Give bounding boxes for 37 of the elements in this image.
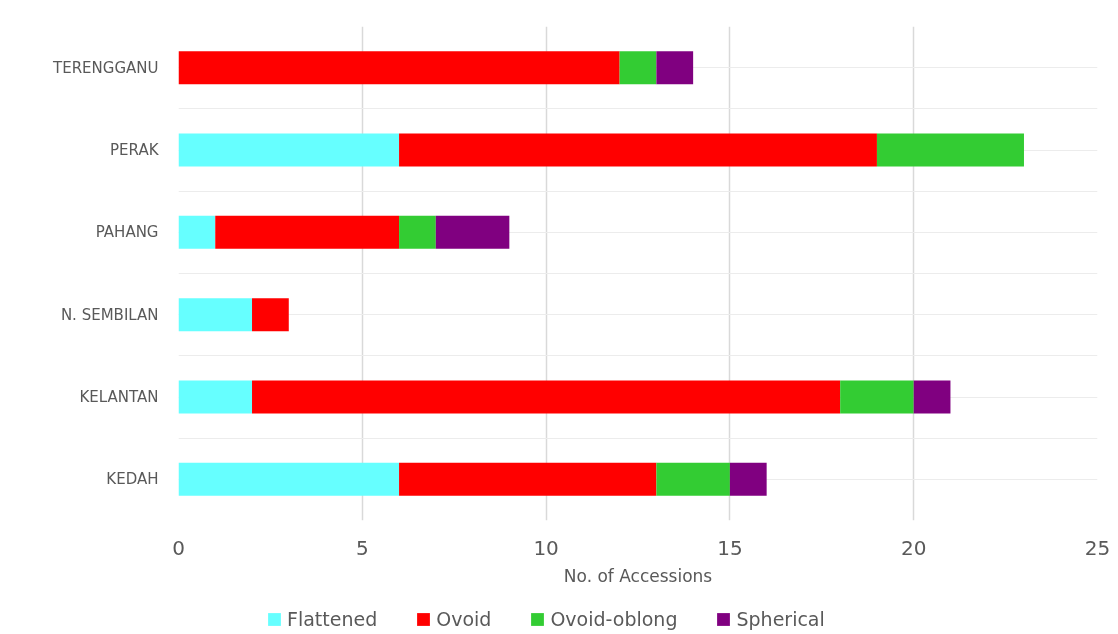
bar (178, 298, 253, 332)
x-axis-title: No. of Accessions (563, 565, 713, 586)
legend-label: Flattened (287, 608, 378, 630)
y-tick-label: N. SEMBILAN (60, 305, 159, 324)
y-tick-label: KELANTAN (79, 388, 159, 406)
x-tick-label: 20 (900, 535, 927, 560)
x-tick-label: 5 (355, 535, 369, 560)
legend-label: Ovoid-oblong (550, 608, 678, 630)
bar (215, 215, 400, 249)
x-tick-label: 0 (172, 535, 185, 560)
y-tick-label: PAHANG (95, 223, 159, 242)
bar (656, 51, 694, 85)
bar (178, 51, 620, 85)
y-tick-label: PERAK (110, 141, 160, 159)
y-tick-label: TERENGGANU (52, 58, 159, 77)
bar (619, 51, 657, 85)
bar (399, 133, 877, 167)
bar (178, 215, 216, 249)
x-tick-label: 25 (1084, 535, 1111, 560)
bar (729, 462, 767, 496)
bar (840, 380, 914, 414)
x-tick-label: 15 (717, 535, 743, 560)
bar (876, 133, 1024, 167)
bar (178, 462, 400, 496)
bar (913, 380, 951, 414)
x-tick-label: 10 (533, 535, 559, 560)
legend-label: Ovoid (436, 608, 492, 630)
bar (435, 215, 510, 249)
bar (252, 298, 289, 332)
bar (252, 380, 841, 414)
bar (178, 133, 400, 167)
bar (399, 462, 657, 496)
y-tick-label: KEDAH (106, 470, 159, 489)
bar (656, 462, 730, 496)
legend-label: Spherical (736, 608, 825, 630)
bar (399, 215, 436, 249)
bar (178, 380, 253, 414)
